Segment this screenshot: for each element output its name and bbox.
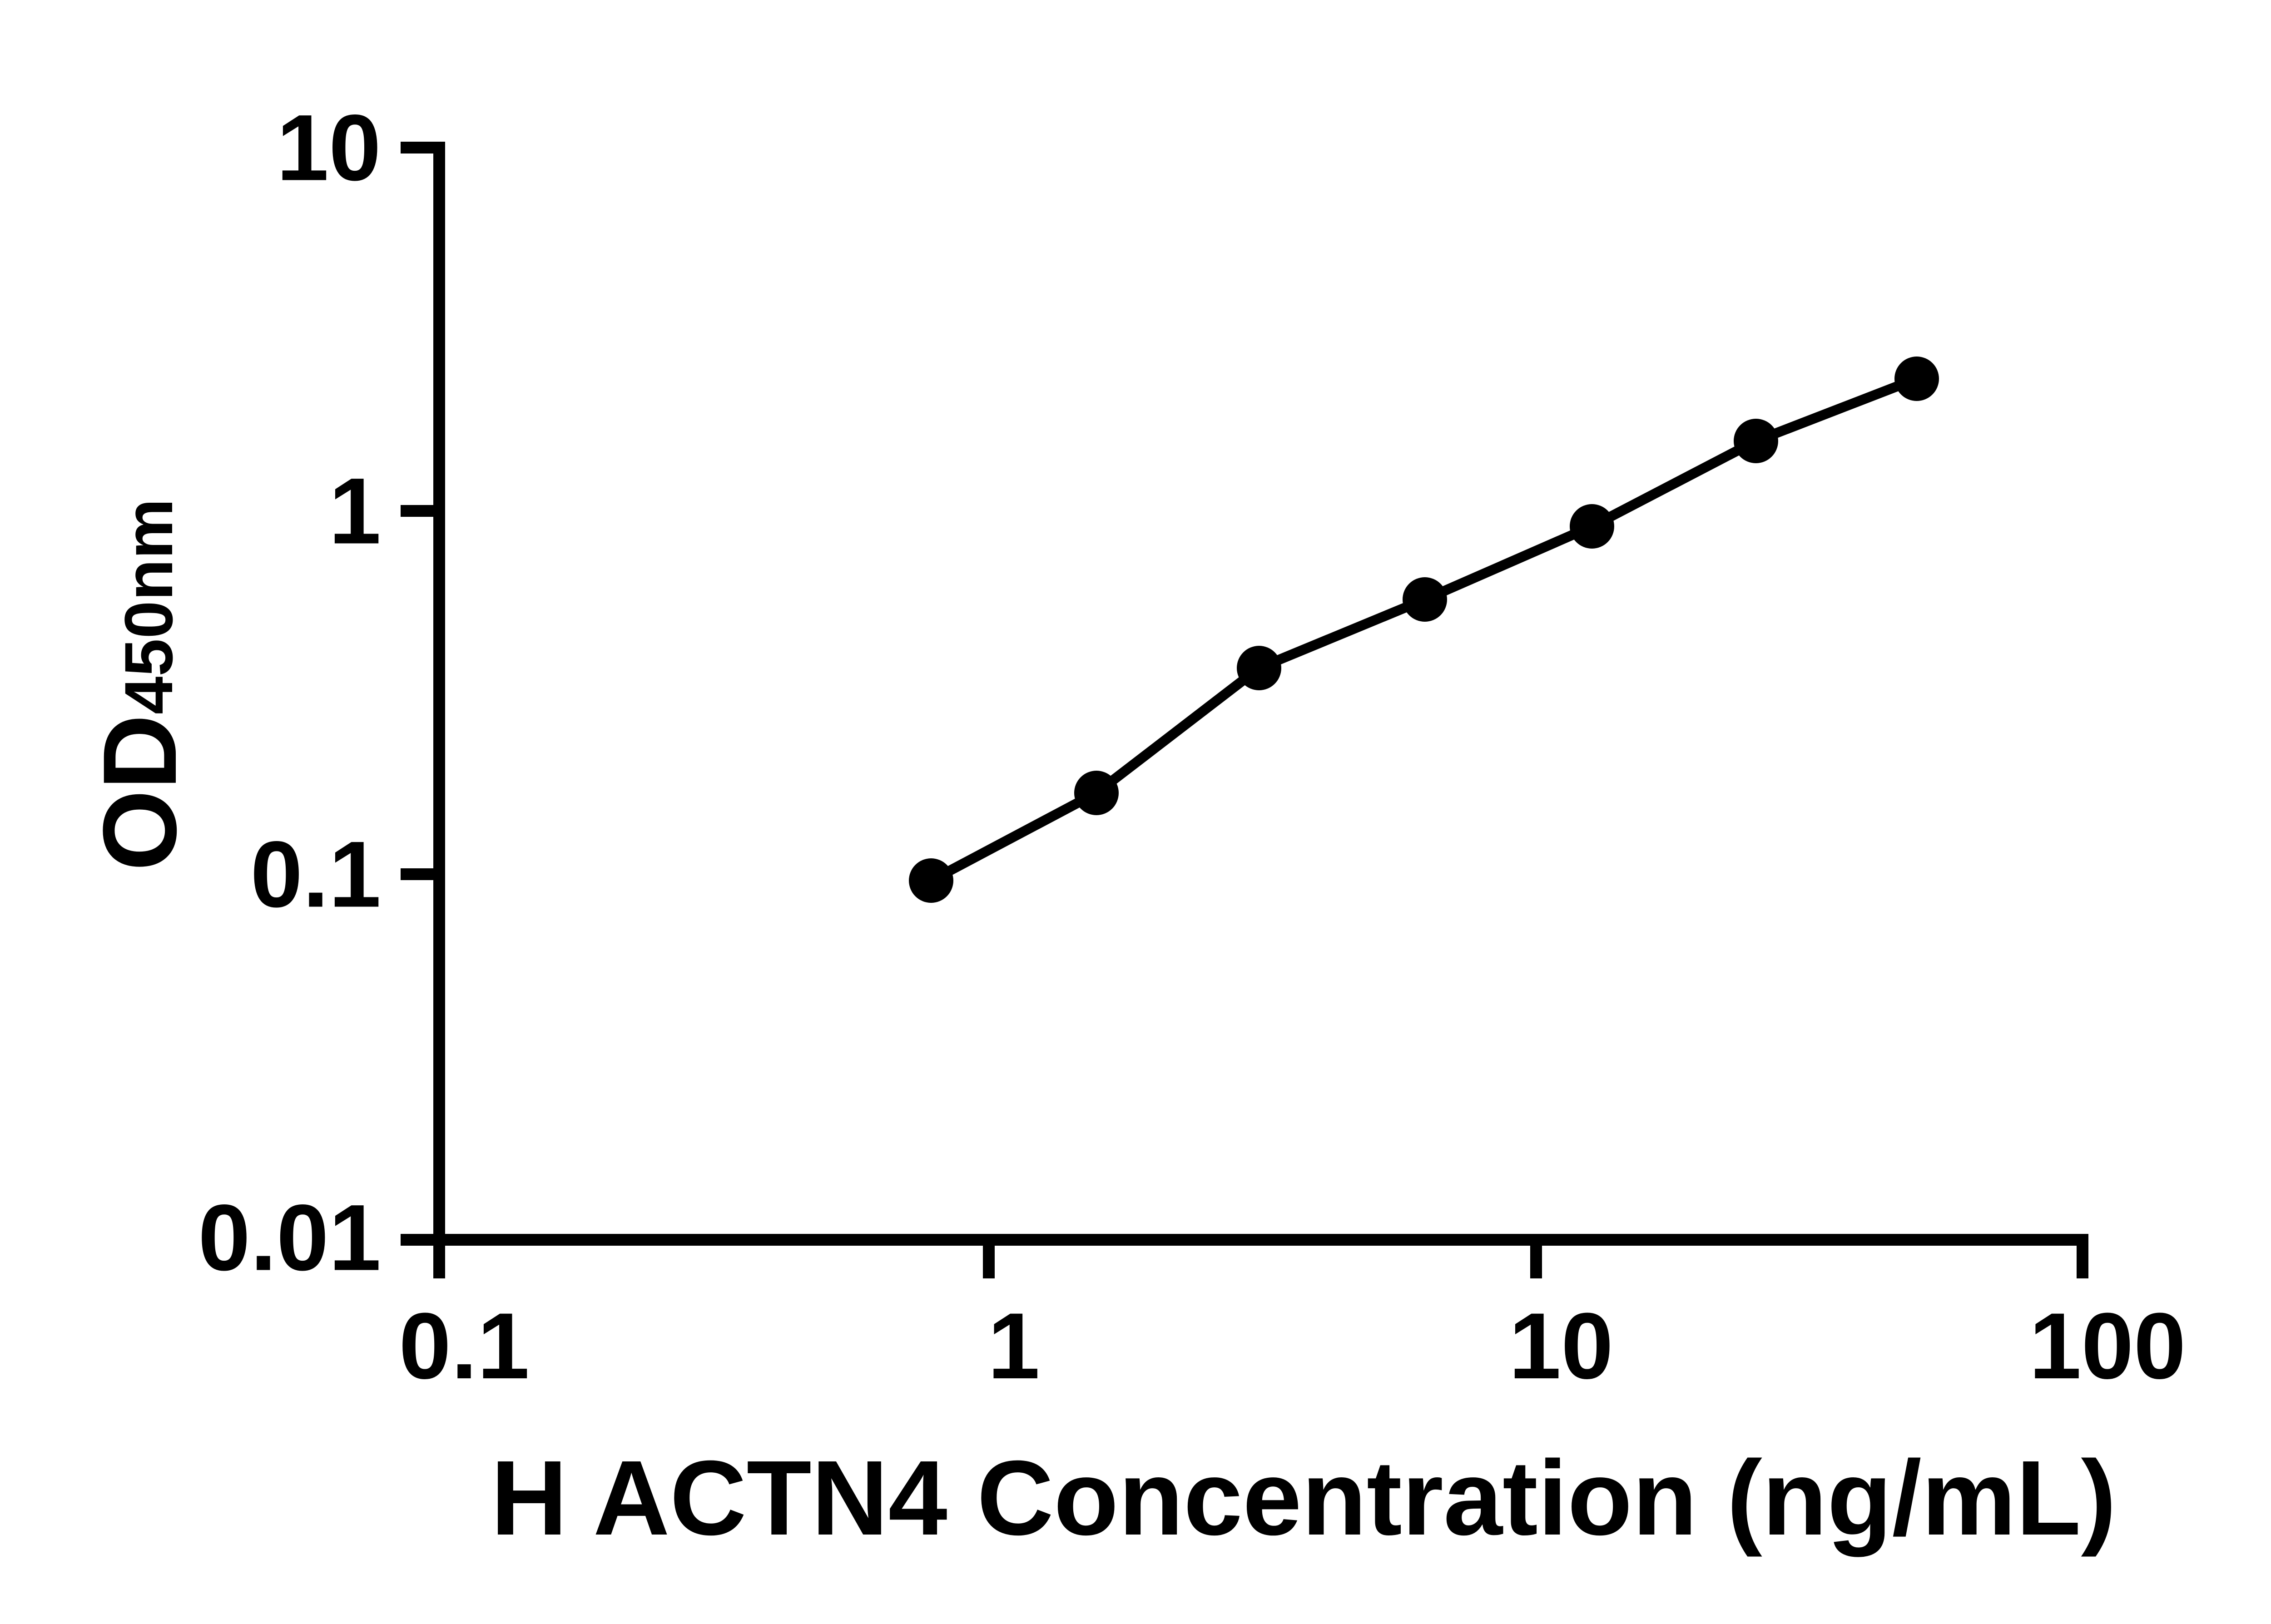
svg-text:1: 1 [987, 1293, 1040, 1398]
svg-text:10: 10 [277, 95, 381, 200]
svg-text:1: 1 [329, 459, 381, 564]
svg-text:H ACTN4 Concentration (ng/mL): H ACTN4 Concentration (ng/mL) [491, 1438, 2116, 1557]
svg-text:10: 10 [1509, 1293, 1613, 1398]
svg-text:100: 100 [2029, 1293, 2186, 1398]
svg-text:0.1: 0.1 [250, 822, 381, 927]
svg-text:0.1: 0.1 [399, 1293, 530, 1398]
svg-text:0.01: 0.01 [198, 1185, 381, 1290]
